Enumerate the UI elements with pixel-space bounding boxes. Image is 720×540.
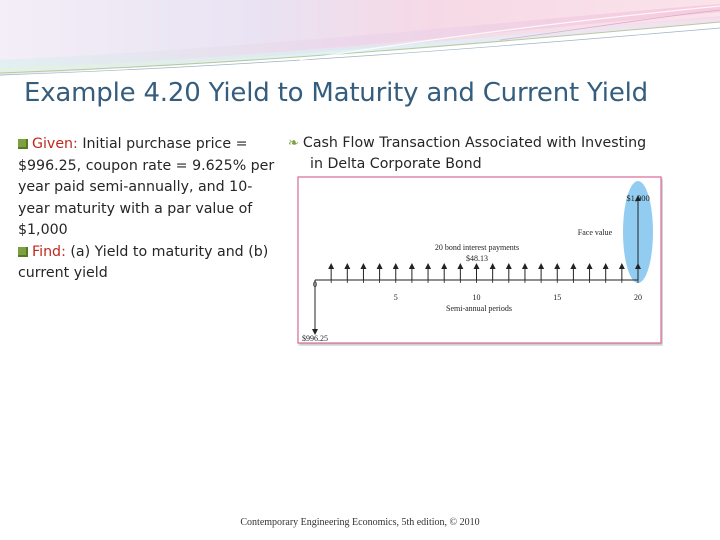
payments-label-line2: $48.13 [466,254,488,263]
given-paragraph: Given: Initial purchase price = $996.25,… [18,134,276,242]
figure-heading: ❧ Cash Flow Transaction Associated with I… [288,133,698,175]
axis-label: Semi-annual periods [446,304,512,313]
given-label: Given: [32,136,78,152]
face-value-amount: $1,000 [626,193,649,203]
cash-flow-diagram: $1,000 Face value 20 bond interest payme… [297,176,662,344]
given-find-text: Given: Initial purchase price = $996.25,… [18,134,276,285]
bullet-icon [18,139,28,149]
tick-label: 15 [553,293,561,302]
face-value-label: Face value [578,228,613,237]
figure-heading-line2: in Delta Corporate Bond [310,156,482,172]
tick-label: 5 [394,293,398,302]
find-label: Find: [32,243,66,260]
decorative-banner [0,0,720,76]
leaf-bullet-icon: ❧ [288,136,299,151]
footer-citation: Contemporary Engineering Economics, 5th … [240,517,480,528]
payment-arrows [328,263,641,283]
bullet-icon [18,246,28,257]
given-text: Initial purchase price = $996.25, coupon… [18,136,275,238]
tick-label: 20 [634,293,642,302]
figure-heading-line1: Cash Flow Transaction Associated with In… [302,135,647,151]
find-paragraph: Find: (a) Yield to maturity and (b) curr… [18,242,276,285]
tick-label: 10 [473,293,481,302]
slide-title: Example 4.20 Yield to Maturity and Curre… [24,78,648,108]
payments-label-line1: 20 bond interest payments [435,243,519,252]
figure-frame [297,176,662,344]
purchase-price-amount: $996.25 [302,334,328,343]
find-text: (a) Yield to maturity and (b) current yi… [18,243,269,282]
